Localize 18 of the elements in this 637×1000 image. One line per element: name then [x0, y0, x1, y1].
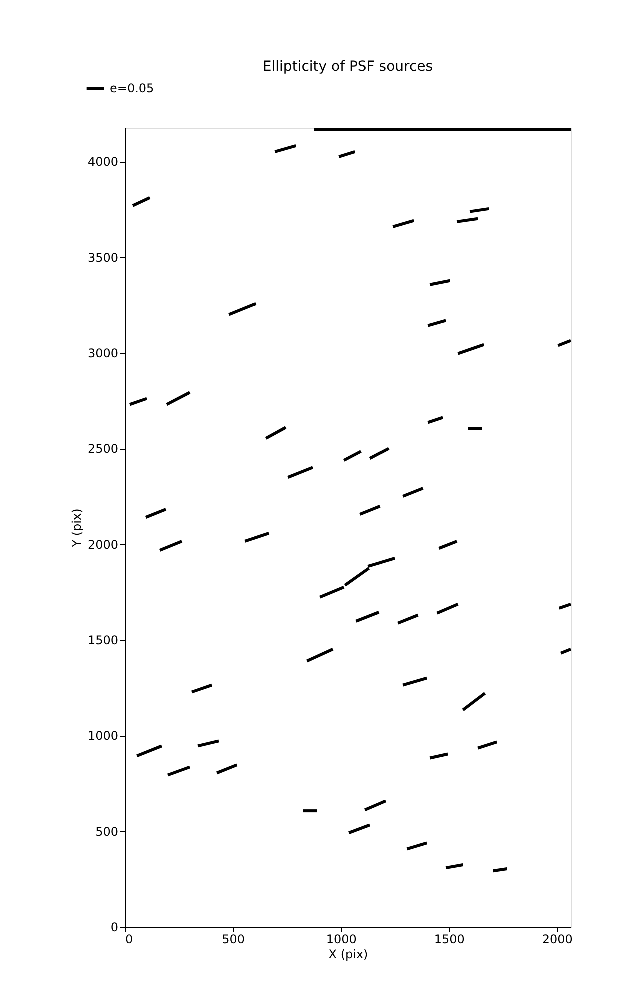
- y-tick-label: 2000: [88, 538, 118, 552]
- x-tick-label: 1000: [326, 932, 357, 946]
- x-tick-label: 500: [222, 932, 245, 946]
- y-tick-label: 0: [110, 920, 118, 934]
- y-tick-label: 500: [96, 824, 118, 839]
- y-tick-label: 3500: [88, 250, 118, 265]
- y-tick-label: 4000: [88, 155, 118, 170]
- chart-title: Ellipticity of PSF sources: [262, 59, 434, 75]
- y-tick-label: 3000: [88, 346, 118, 361]
- legend-label: e=0.05: [110, 82, 154, 96]
- x-axis-title: X (pix): [328, 948, 368, 962]
- y-tick-label: 1500: [88, 634, 118, 648]
- y-tick-label: 2500: [88, 442, 118, 456]
- x-tick-label: 2000: [542, 932, 573, 946]
- x-tick-label: 1500: [434, 932, 465, 946]
- x-tick-label: 0: [126, 932, 134, 946]
- y-axis-title: Y (pix): [70, 508, 84, 548]
- y-tick-label: 1000: [88, 729, 118, 744]
